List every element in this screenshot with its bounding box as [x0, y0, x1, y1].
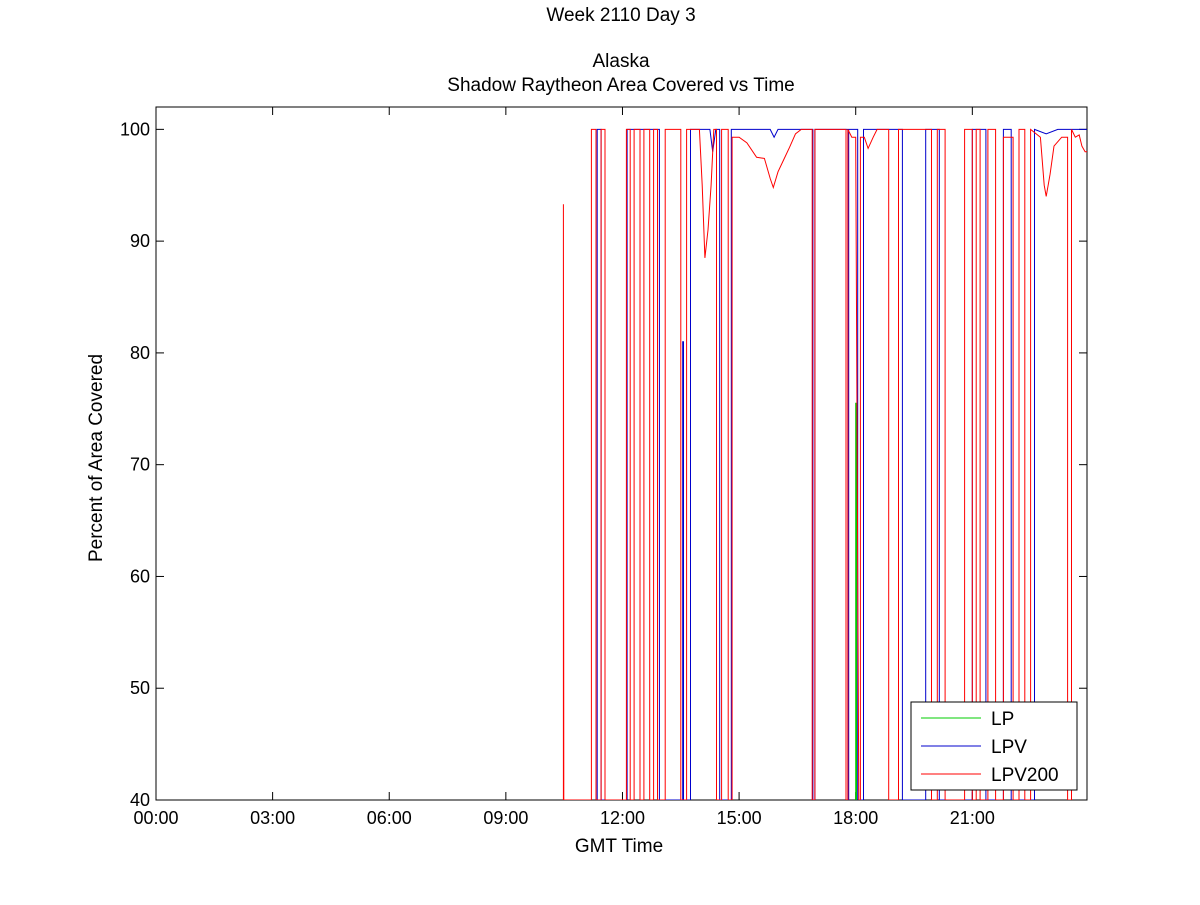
y-tick-label: 60	[130, 566, 150, 586]
legend-label-lp: LP	[991, 709, 1014, 730]
x-axis-label: GMT Time	[575, 836, 663, 857]
x-tick-label: 03:00	[250, 808, 295, 828]
y-tick-label: 90	[130, 231, 150, 251]
y-axis-label: Percent of Area Covered	[86, 354, 107, 562]
x-tick-label: 00:00	[133, 808, 178, 828]
x-tick-label: 18:00	[833, 808, 878, 828]
legend-label-lpv200: LPV200	[991, 765, 1059, 786]
y-tick-label: 100	[120, 119, 150, 139]
y-tick-label: 80	[130, 343, 150, 363]
y-tick-label: 70	[130, 455, 150, 475]
plot-area	[155, 106, 1088, 801]
chart-title-line-3: Shadow Raytheon Area Covered vs Time	[447, 75, 794, 96]
chart-title-line-1: Week 2110 Day 3	[546, 5, 695, 26]
x-tick-label: 06:00	[367, 808, 412, 828]
y-tick-label: 50	[130, 678, 150, 698]
series-group	[562, 128, 1087, 800]
x-tick-label: 21:00	[950, 808, 995, 828]
x-tick-label: 15:00	[717, 808, 762, 828]
chart-title-line-2: Alaska	[592, 51, 649, 72]
series-line-lpv200	[562, 128, 1087, 800]
x-tick-label: 12:00	[600, 808, 645, 828]
y-tick-label: 40	[130, 790, 150, 810]
x-tick-label: 09:00	[483, 808, 528, 828]
legend-label-lpv: LPV	[991, 737, 1027, 758]
series-line-lp	[855, 402, 857, 800]
